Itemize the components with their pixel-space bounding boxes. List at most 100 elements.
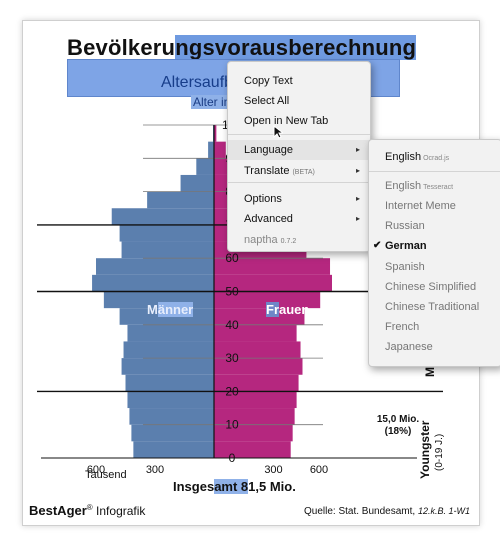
context-menu-item-label: Advanced — [244, 213, 293, 225]
male-bar — [196, 158, 214, 175]
source-note: Quelle: Stat. Bundesamt, 12.k.B. 1-W1 — [304, 506, 470, 517]
total-selected: amt 8 — [214, 479, 249, 494]
female-bar — [214, 324, 297, 342]
context-menu-item-naptha[interactable]: naptha 0.7.2 — [228, 230, 370, 250]
youngster-count: 15,0 Mio. — [376, 414, 420, 425]
side-letter: M — [423, 367, 437, 377]
page-title[interactable]: Bevölkerungsvorausberechnung — [67, 35, 417, 61]
female-bar — [214, 308, 305, 325]
language-option-french[interactable]: French — [369, 317, 500, 337]
male-bar — [208, 141, 214, 159]
total-c: 1,5 Mio. — [248, 479, 296, 494]
y-tick-label: 20 — [225, 384, 239, 398]
context-menu-item-label: Open in New Tab — [244, 115, 329, 127]
male-bar — [125, 374, 214, 392]
context-menu-item-label: Language — [244, 144, 293, 156]
context-menu-item-copy-text[interactable]: Copy Text — [228, 71, 370, 91]
female-bar — [214, 125, 217, 142]
female-bar — [214, 424, 293, 442]
context-menu-item-options[interactable]: Options ▸ — [228, 189, 370, 209]
context-menu-item-label: Options — [244, 193, 282, 205]
language-option-chinese-traditional[interactable]: Chinese Traditional — [369, 297, 500, 317]
context-menu-item-advanced[interactable]: Advanced ▸ — [228, 209, 370, 229]
language-option-label: Russian — [385, 220, 425, 232]
male-bar — [121, 241, 214, 259]
language-option-label: Internet Meme — [385, 200, 456, 212]
language-option-label: Japanese — [385, 341, 433, 353]
female-bar — [214, 408, 295, 425]
male-bar — [127, 391, 214, 409]
male-bar — [92, 274, 214, 292]
x-tick-labels: 600 300 300 600 — [87, 464, 328, 476]
y-axis-label[interactable]: Alter in — [191, 95, 233, 109]
language-option-engine: Ocrad.js — [423, 155, 450, 162]
menu-separator — [228, 134, 370, 135]
youngster-title: Youngster — [418, 420, 432, 479]
y-tick-label: 0 — [229, 451, 236, 465]
female-bar — [214, 341, 301, 359]
male-bar — [133, 441, 214, 458]
male-bar — [131, 424, 214, 442]
female-bar — [214, 441, 291, 458]
male-bars — [92, 125, 214, 458]
title-highlighted: ngsvorausberechnung — [175, 35, 417, 60]
x-tick-label: 300 — [146, 464, 164, 476]
male-bar — [129, 408, 214, 425]
source-text: Quelle: Stat. Bundesamt, — [304, 506, 416, 517]
title-plain: Bevölkeru — [67, 35, 176, 60]
language-option-internet-meme[interactable]: Internet Meme — [369, 196, 500, 216]
male-bar — [121, 358, 214, 375]
language-submenu: English Ocrad.js English Tesseract Internet … — [368, 139, 500, 367]
female-bar — [214, 258, 331, 275]
source-italic: 12.k.B. 1-W1 — [417, 506, 470, 516]
x-tick-label: 600 — [310, 464, 328, 476]
male-bar — [123, 341, 214, 359]
submenu-arrow-icon: ▸ — [355, 194, 360, 203]
language-option-chinese-simplified[interactable]: Chinese Simplified — [369, 277, 500, 297]
language-option-japanese[interactable]: Japanese — [369, 337, 500, 357]
mouse-pointer-icon — [273, 125, 283, 139]
male-bar — [147, 191, 214, 209]
context-menu-item-language[interactable]: Language ▸ — [228, 140, 370, 160]
submenu-arrow-icon: ▸ — [355, 166, 360, 175]
male-bar — [96, 258, 214, 275]
submenu-arrow-icon: ▸ — [355, 214, 360, 223]
y-tick-label: 10 — [225, 418, 239, 432]
male-bar — [127, 324, 214, 342]
context-menu-item-select-all[interactable]: Select All — [228, 91, 370, 111]
brand-suffix: Infografik — [96, 504, 146, 518]
male-label-selected: änner — [157, 302, 194, 317]
language-option-german[interactable]: ✔ German — [369, 236, 500, 256]
male-label[interactable]: Männer — [147, 302, 194, 317]
language-option-label: English — [385, 180, 422, 192]
language-option-russian[interactable]: Russian — [369, 216, 500, 236]
total-a: Insges — [173, 479, 215, 494]
language-option-english-ocrad-js[interactable]: English Ocrad.js — [369, 147, 500, 167]
brand-name: BestAger — [29, 503, 87, 518]
male-bar — [111, 208, 214, 225]
male-bar — [119, 224, 214, 242]
youngster-value: 15,0 Mio. (18%) — [373, 414, 423, 438]
language-option-label: Spanish — [385, 261, 425, 273]
female-bar — [214, 391, 297, 409]
submenu-arrow-icon: ▸ — [355, 145, 360, 154]
female-bar — [214, 358, 303, 375]
menu-separator — [369, 171, 500, 172]
language-option-spanish[interactable]: Spanish — [369, 257, 500, 277]
female-bar — [214, 374, 299, 392]
female-label-selected: Fr — [266, 302, 279, 317]
youngster-percent: (18%) — [384, 426, 412, 437]
female-bar — [214, 291, 321, 309]
chart-subtitle[interactable]: Altersaufb — [161, 74, 234, 91]
male-label-a: M — [147, 302, 158, 317]
language-option-english-tesseract[interactable]: English Tesseract — [369, 176, 500, 196]
female-label[interactable]: Frauen — [266, 302, 309, 317]
context-menu-item-note: (BETA) — [292, 169, 315, 176]
context-menu-item-translate[interactable]: Translate (BETA) ▸ — [228, 161, 370, 181]
checkmark-icon: ✔ — [373, 240, 382, 251]
total-label[interactable]: Insgesamt 81,5 Mio. — [173, 479, 296, 494]
female-bar — [214, 141, 226, 159]
context-menu-item-open-in-new-tab[interactable]: Open in New Tab — [228, 111, 370, 131]
language-option-label: English — [385, 151, 422, 163]
